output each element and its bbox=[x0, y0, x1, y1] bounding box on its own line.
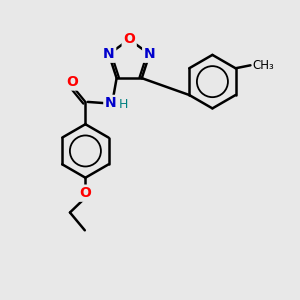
Text: O: O bbox=[123, 32, 135, 46]
Text: N: N bbox=[105, 96, 116, 110]
Text: O: O bbox=[66, 75, 78, 89]
Text: CH₃: CH₃ bbox=[253, 59, 274, 72]
Text: N: N bbox=[144, 47, 155, 61]
Text: H: H bbox=[119, 98, 128, 111]
Text: N: N bbox=[103, 47, 115, 61]
Text: O: O bbox=[80, 186, 91, 200]
